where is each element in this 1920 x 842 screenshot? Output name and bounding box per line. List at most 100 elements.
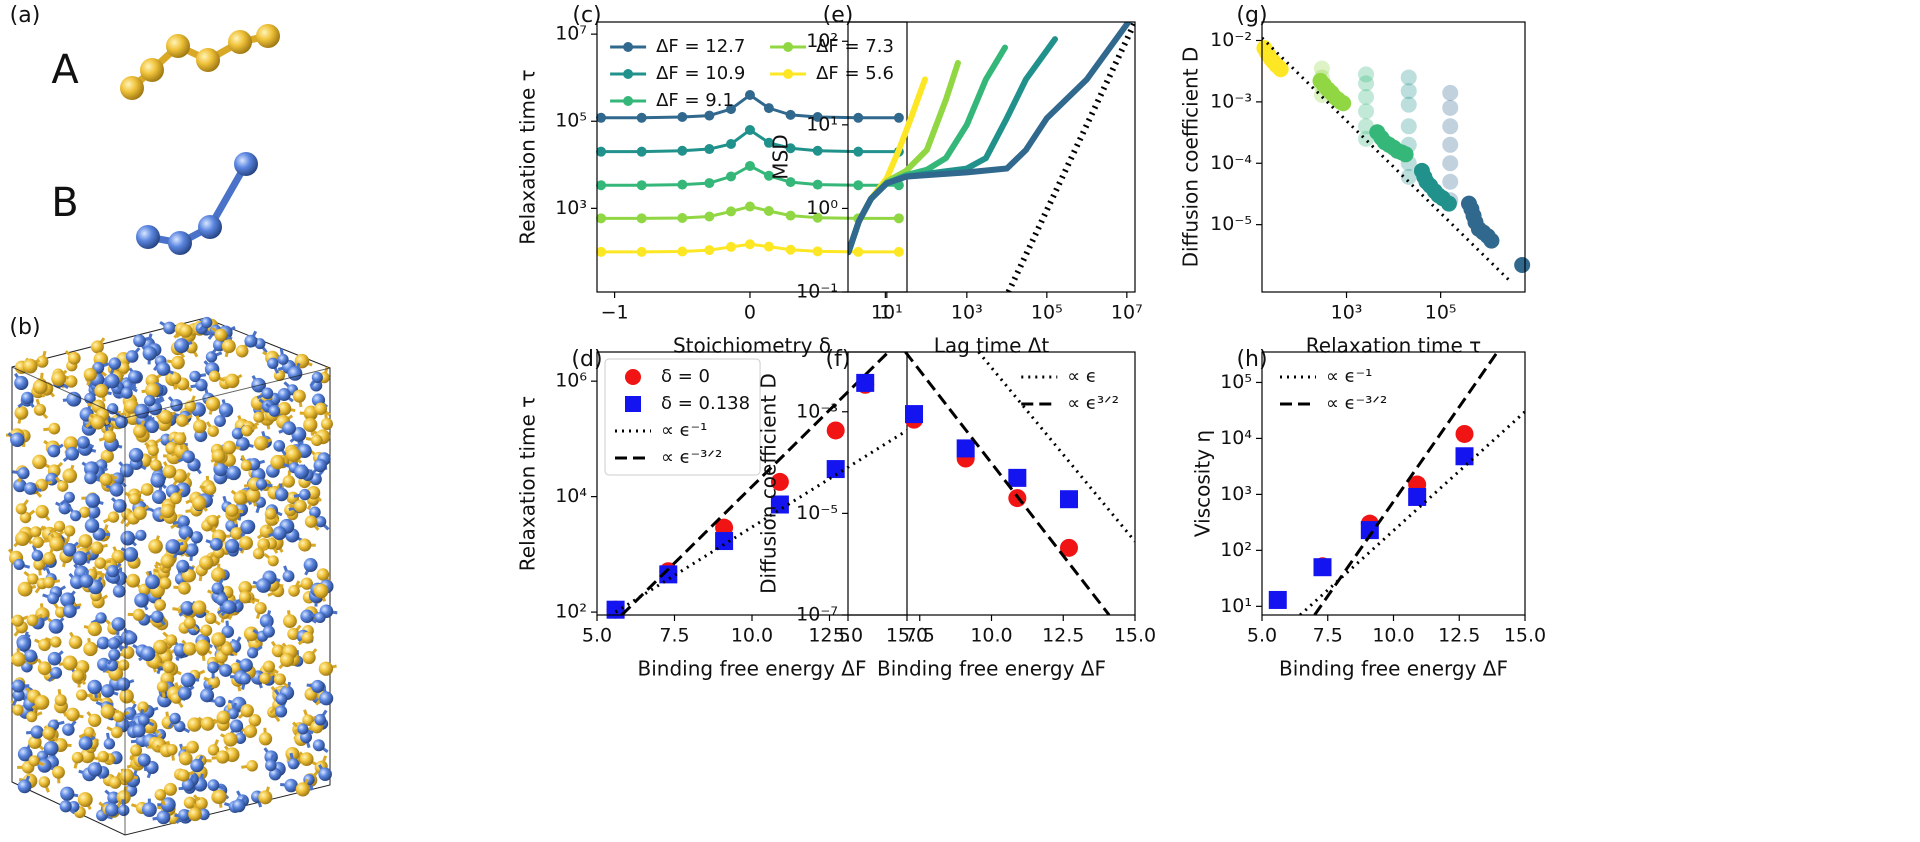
- atom: [180, 672, 196, 688]
- atom: [318, 661, 334, 676]
- atom: [117, 804, 130, 817]
- atom: [252, 547, 265, 560]
- atom: [62, 655, 78, 671]
- atom: [107, 637, 121, 650]
- atom: [221, 643, 234, 656]
- atom: [240, 703, 254, 718]
- atom: [103, 430, 117, 444]
- atom: [87, 679, 102, 695]
- atom: [159, 577, 172, 590]
- x-axis-label: Binding free energy ΔF: [638, 657, 867, 681]
- atom: [148, 538, 163, 554]
- atom: [100, 684, 115, 698]
- data-point: [677, 145, 688, 156]
- data-point: [856, 373, 875, 392]
- atom: [166, 34, 190, 58]
- atom: [149, 459, 162, 472]
- atom: [277, 353, 289, 365]
- atom: [128, 370, 142, 384]
- atom: [208, 370, 221, 383]
- atom: [43, 576, 55, 589]
- x-axis-label: Binding free energy ΔF: [877, 657, 1106, 681]
- legend-label: ΔF = 5.6: [816, 63, 894, 84]
- data-point: [1514, 257, 1531, 274]
- legend-label: ∝ ϵ⁻³ᐟ²: [661, 447, 722, 468]
- atom: [314, 402, 328, 416]
- legend-marker: [625, 369, 641, 385]
- atom: [150, 473, 166, 488]
- atom: [94, 557, 107, 569]
- atom: [275, 693, 288, 705]
- atom: [294, 464, 309, 480]
- atom: [214, 328, 228, 342]
- atom: [166, 744, 178, 756]
- reference-line: [1262, 36, 1512, 283]
- atom: [179, 324, 193, 338]
- atom: [95, 612, 107, 624]
- x-tick-label: 10³: [951, 302, 983, 324]
- data-point: [715, 532, 734, 551]
- atom: [239, 673, 251, 685]
- atom: [238, 590, 252, 604]
- atom: [57, 480, 69, 492]
- atom: [106, 659, 119, 672]
- x-tick-label: 10³: [1331, 302, 1363, 324]
- atom: [100, 449, 114, 463]
- x-tick-label: 7.5: [659, 625, 689, 647]
- data-point: [1400, 168, 1417, 185]
- atom: [272, 526, 287, 541]
- atom: [60, 786, 75, 801]
- data-point: [596, 180, 607, 191]
- atom: [133, 334, 146, 348]
- atom: [221, 625, 235, 639]
- panel-label: (g): [1236, 3, 1267, 28]
- x-tick-label: 7.5: [1313, 625, 1343, 647]
- x-axis-label: Binding free energy ΔF: [1279, 657, 1508, 681]
- atom: [110, 726, 123, 739]
- y-axis-label: Relaxation time τ: [516, 69, 540, 244]
- atom: [200, 716, 215, 731]
- atom: [287, 366, 303, 381]
- legend-marker: [623, 96, 634, 106]
- atom: [48, 618, 64, 634]
- atom: [50, 636, 62, 648]
- data-point: [853, 246, 864, 257]
- atom: [84, 471, 97, 485]
- y-tick-label: 10⁵: [1220, 371, 1252, 393]
- atom: [207, 425, 219, 437]
- axes-frame: [596, 21, 908, 293]
- data-point: [893, 246, 904, 257]
- data-point: [1440, 195, 1457, 212]
- y-axis-label: Diffusion coefficient D: [1179, 47, 1203, 268]
- atom: [183, 616, 196, 630]
- atom: [177, 581, 191, 595]
- data-point: [704, 211, 715, 222]
- atom: [104, 373, 120, 389]
- atom: [77, 792, 93, 808]
- atom: [298, 538, 312, 552]
- atom: [19, 511, 32, 524]
- atom: [177, 515, 190, 528]
- legend: ΔF = 12.7 ΔF = 10.9 ΔF = 9.1 ΔF = 7.3 ΔF = 5…: [610, 36, 894, 111]
- atom: [133, 506, 147, 521]
- atom: [241, 424, 253, 437]
- atom: [103, 738, 116, 750]
- atom: [48, 422, 61, 435]
- axes-frame: [1261, 351, 1526, 616]
- molecule-label: B: [51, 180, 78, 226]
- atom: [265, 759, 277, 772]
- atom: [32, 454, 47, 470]
- reference-line: [904, 352, 1111, 615]
- atom: [222, 600, 237, 615]
- atom: [60, 592, 76, 608]
- data-point: [1400, 96, 1417, 113]
- atom: [26, 614, 39, 627]
- atom: [135, 529, 147, 541]
- atom: [190, 531, 203, 544]
- atom: [58, 502, 71, 515]
- atom: [227, 708, 239, 720]
- atom: [254, 602, 267, 615]
- y-tick-label: 10⁴: [555, 485, 587, 507]
- atom: [107, 511, 120, 523]
- y-tick-label: 10⁻¹: [796, 281, 838, 303]
